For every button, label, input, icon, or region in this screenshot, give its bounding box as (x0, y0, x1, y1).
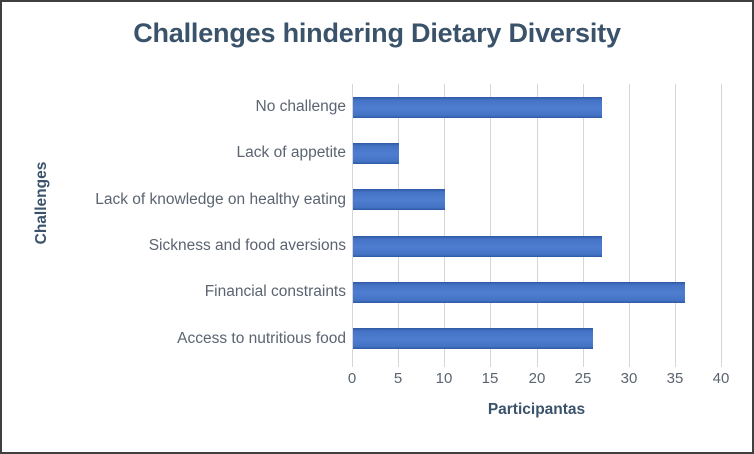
bar (353, 143, 400, 164)
bar (353, 235, 603, 257)
gridline (490, 84, 491, 367)
gridline (537, 84, 538, 367)
category-label: Sickness and food aversions (148, 237, 346, 255)
gridline (675, 84, 676, 367)
category-label: Lack of knowledge on healthy eating (95, 190, 346, 208)
y-axis-line (352, 84, 353, 367)
x-tick-label: 15 (481, 370, 499, 387)
x-tick-label: 10 (435, 370, 453, 387)
x-tick-label: 40 (712, 370, 730, 387)
x-tick-label: 35 (666, 370, 684, 387)
category-label: No challenge (255, 98, 346, 116)
gridline (721, 84, 722, 367)
gridline (398, 84, 399, 367)
x-tick-label: 20 (528, 370, 546, 387)
x-tick-label: 25 (574, 370, 592, 387)
plot-area (352, 84, 722, 367)
chart-title: Challenges hindering Dietary Diversity (133, 18, 621, 48)
category-label: Lack of appetite (236, 144, 346, 162)
x-tick-label: 5 (393, 370, 403, 387)
bar (353, 189, 446, 211)
x-axis-title: Participantas (487, 401, 586, 418)
bar (353, 282, 686, 303)
x-tick-label: 0 (347, 370, 357, 387)
category-label: Access to nutritious food (177, 329, 346, 347)
gridline (583, 84, 584, 367)
category-label: Financial constraints (204, 283, 346, 301)
bar (353, 96, 603, 118)
bar (353, 328, 593, 350)
gridline (629, 84, 630, 367)
x-tick-label: 30 (620, 370, 638, 387)
gridline (444, 84, 445, 367)
